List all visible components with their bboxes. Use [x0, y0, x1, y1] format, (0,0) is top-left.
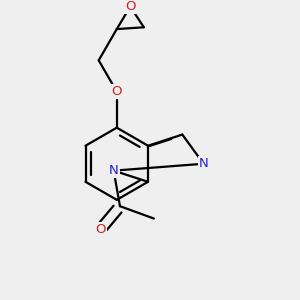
Text: N: N — [109, 164, 118, 177]
Text: N: N — [199, 157, 208, 170]
Text: O: O — [95, 223, 106, 236]
Text: O: O — [125, 0, 136, 13]
Text: O: O — [112, 85, 122, 98]
